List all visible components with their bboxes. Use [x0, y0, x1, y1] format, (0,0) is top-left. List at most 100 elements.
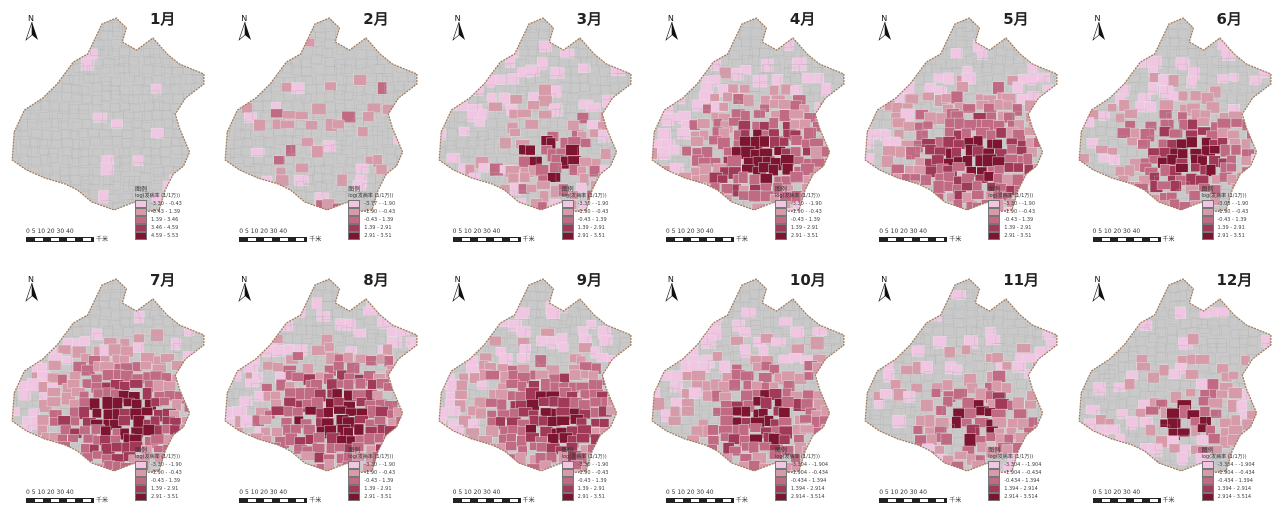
legend-subtitle: log(发病率 (1/1万)): [561, 193, 607, 199]
legend-swatch: [561, 477, 574, 485]
scale-numbers: 0 5 10 20 30 40: [452, 228, 501, 235]
legend-item: -1.90 - -0.43: [348, 208, 423, 216]
legend-swatch: [561, 200, 574, 208]
north-label: N: [667, 14, 674, 23]
legend-title: 图例: [988, 186, 1001, 193]
north-arrow-icon: N: [22, 14, 42, 44]
north-arrow-icon: N: [1089, 275, 1109, 305]
legend-item: 1.39 - 3.46: [135, 216, 210, 224]
legend-label: 2.914 - 3.514: [790, 494, 825, 500]
legend-item: -3.30 - -1.90: [135, 461, 210, 469]
legend-item: -1.90 - -0.43: [1201, 208, 1277, 216]
choropleth-map: [438, 17, 632, 213]
map-legend: 图例 log(发病率 (1/1万)) -3.30 - -1.90 -1.90 - -0…: [561, 447, 637, 519]
scale-bar-graphic: [1092, 498, 1161, 503]
legend-swatch: [135, 477, 147, 485]
legend-label: -1.90 - -0.43: [577, 209, 609, 215]
legend-item: -1.904 - -0.434: [774, 469, 850, 477]
scale-bar: 0 5 10 20 30 40 千米: [239, 228, 329, 244]
legend-swatch: [1201, 477, 1214, 485]
north-label: N: [1094, 275, 1101, 284]
scale-unit: 千米: [949, 236, 962, 243]
legend-label: -3.30 - -1.90: [1004, 201, 1036, 207]
scale-bar: 0 5 10 20 30 40 千米: [26, 228, 116, 244]
scale-bar-graphic: [879, 498, 948, 503]
choropleth-map: [651, 17, 845, 213]
scale-unit: 千米: [309, 497, 322, 504]
legend-swatch: [348, 216, 361, 224]
month-title: 9月: [576, 271, 603, 289]
legend-subtitle: log(发病率 (1/1万)): [774, 454, 820, 460]
scale-bar-graphic: [239, 237, 308, 242]
legend-item: -0.43 - 1.39: [135, 208, 210, 216]
legend-label: 2.91 - 3.51: [577, 233, 605, 239]
legend-label: 1.39 - 3.46: [151, 217, 179, 223]
legend-label: 2.91 - 3.51: [790, 233, 819, 239]
north-label: N: [667, 275, 674, 284]
legend-item: -1.90 - -0.43: [988, 208, 1063, 216]
map-legend: 图例 log(发病率 (1/1万)) -3.304 - -1.904 -1.904 -…: [988, 447, 1063, 519]
legend-item: 2.91 - 3.51: [561, 232, 637, 240]
legend-swatch: [988, 493, 1001, 501]
legend-swatch: [135, 224, 147, 232]
legend-swatch: [774, 216, 787, 224]
scale-numbers: 0 5 10 20 30 40: [665, 228, 714, 235]
map-legend: 图例 log(发病率 (1/1万)) -3.08 - -1.90 -1.90 - -0…: [1201, 186, 1277, 258]
legend-swatch: [348, 469, 361, 477]
north-label: N: [454, 275, 461, 284]
legend-label: -3.30 - -1.90: [364, 462, 396, 468]
legend-label: -3.304 - -1.904: [790, 462, 829, 468]
scale-bar-graphic: [239, 498, 308, 503]
scale-unit: 千米: [949, 497, 962, 504]
scale-unit: 千米: [735, 236, 748, 243]
legend-label: -3.30 - -1.90: [151, 462, 182, 468]
scale-numbers: 0 5 10 20 30 40: [26, 489, 74, 496]
legend-label: 1.394 - 2.914: [790, 486, 825, 492]
legend-item: -3.30 - -0.43: [135, 200, 210, 208]
legend-swatch: [988, 469, 1001, 477]
legend-title: 图例: [561, 186, 574, 193]
legend-item: 2.914 - 3.514: [1201, 493, 1277, 501]
legend-swatch: [561, 216, 574, 224]
legend-swatch: [348, 477, 361, 485]
north-arrow-icon: N: [875, 275, 895, 305]
north-arrow-icon: N: [235, 14, 255, 44]
choropleth-map: [224, 17, 418, 213]
map-panel: 3月 N 0 5 10 20 30 40 千米 图例 log(发病率 (1/1万)) -3.…: [427, 0, 640, 261]
map-legend: 图例 log(发病率 (1/1万)) -3.30 - -1.90 -1.90 - -0…: [774, 186, 850, 258]
legend-label: 2.91 - 3.51: [364, 233, 392, 239]
month-title: 8月: [363, 271, 389, 289]
choropleth-map: [1078, 17, 1272, 213]
legend-item: -1.904 - -0.434: [988, 469, 1063, 477]
legend-swatch: [1201, 493, 1214, 501]
legend-swatch: [135, 485, 147, 493]
legend-swatch: [774, 224, 787, 232]
legend-title: 图例: [135, 186, 148, 193]
legend-swatch: [1201, 485, 1214, 493]
legend-item: 1.39 - 2.91: [348, 485, 423, 493]
legend-swatch: [135, 200, 147, 208]
legend-label: 3.46 - 4.59: [151, 225, 179, 231]
legend-label: 1.39 - 2.91: [364, 225, 392, 231]
scale-numbers: 0 5 10 20 30 40: [239, 228, 288, 235]
scale-bar: 0 5 10 20 30 40 千米: [665, 489, 756, 505]
legend-subtitle: log(发病率 (1/1万)): [348, 193, 394, 199]
scale-unit: 千米: [309, 236, 322, 243]
legend-label: 2.914 - 3.514: [1004, 494, 1038, 500]
legend-title: 图例: [135, 447, 148, 454]
north-label: N: [881, 14, 888, 23]
legend-swatch: [774, 493, 787, 501]
map-legend: 图例 log(发病率 (1/1万)) -3.30 - -1.90 -1.90 - -0…: [988, 186, 1063, 258]
scale-unit: 千米: [96, 497, 109, 504]
legend-item: 1.39 - 2.91: [135, 485, 210, 493]
legend-label: 1.39 - 2.91: [577, 486, 605, 492]
legend-title: 图例: [774, 186, 787, 193]
legend-item: 1.394 - 2.914: [1201, 485, 1277, 493]
legend-label: -0.43 - 1.39: [790, 217, 820, 223]
scale-bar-graphic: [452, 498, 521, 503]
legend-title: 图例: [774, 447, 787, 454]
legend-item: 2.91 - 3.51: [988, 232, 1063, 240]
legend-label: 2.91 - 3.51: [1004, 233, 1032, 239]
legend-label: -0.43 - 1.39: [364, 217, 394, 223]
